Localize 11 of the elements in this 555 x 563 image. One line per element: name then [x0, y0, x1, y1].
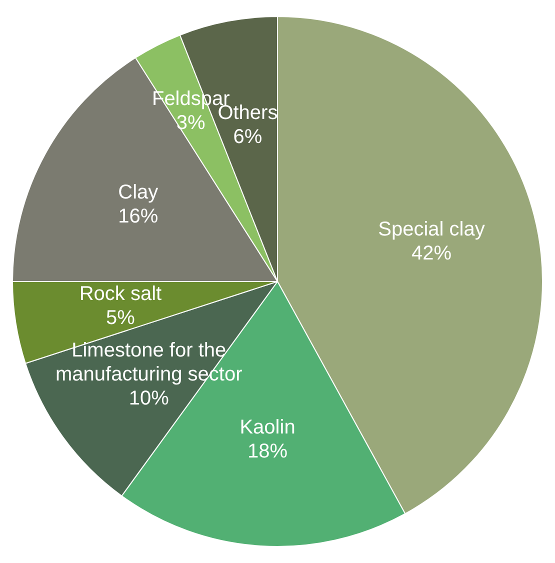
data-label: 42% — [411, 242, 452, 264]
data-label: 18% — [248, 440, 288, 463]
slice-label: Kaolin — [240, 416, 296, 439]
data-label: 16% — [118, 205, 158, 228]
slice-label: Clay — [118, 181, 158, 204]
slice-label: Rock salt — [79, 282, 162, 305]
data-label: 10% — [128, 387, 170, 410]
data-label: 3% — [176, 112, 206, 134]
data-label: 5% — [106, 306, 136, 329]
data-label: 6% — [233, 126, 262, 148]
slice-label: Special clay — [378, 218, 485, 240]
